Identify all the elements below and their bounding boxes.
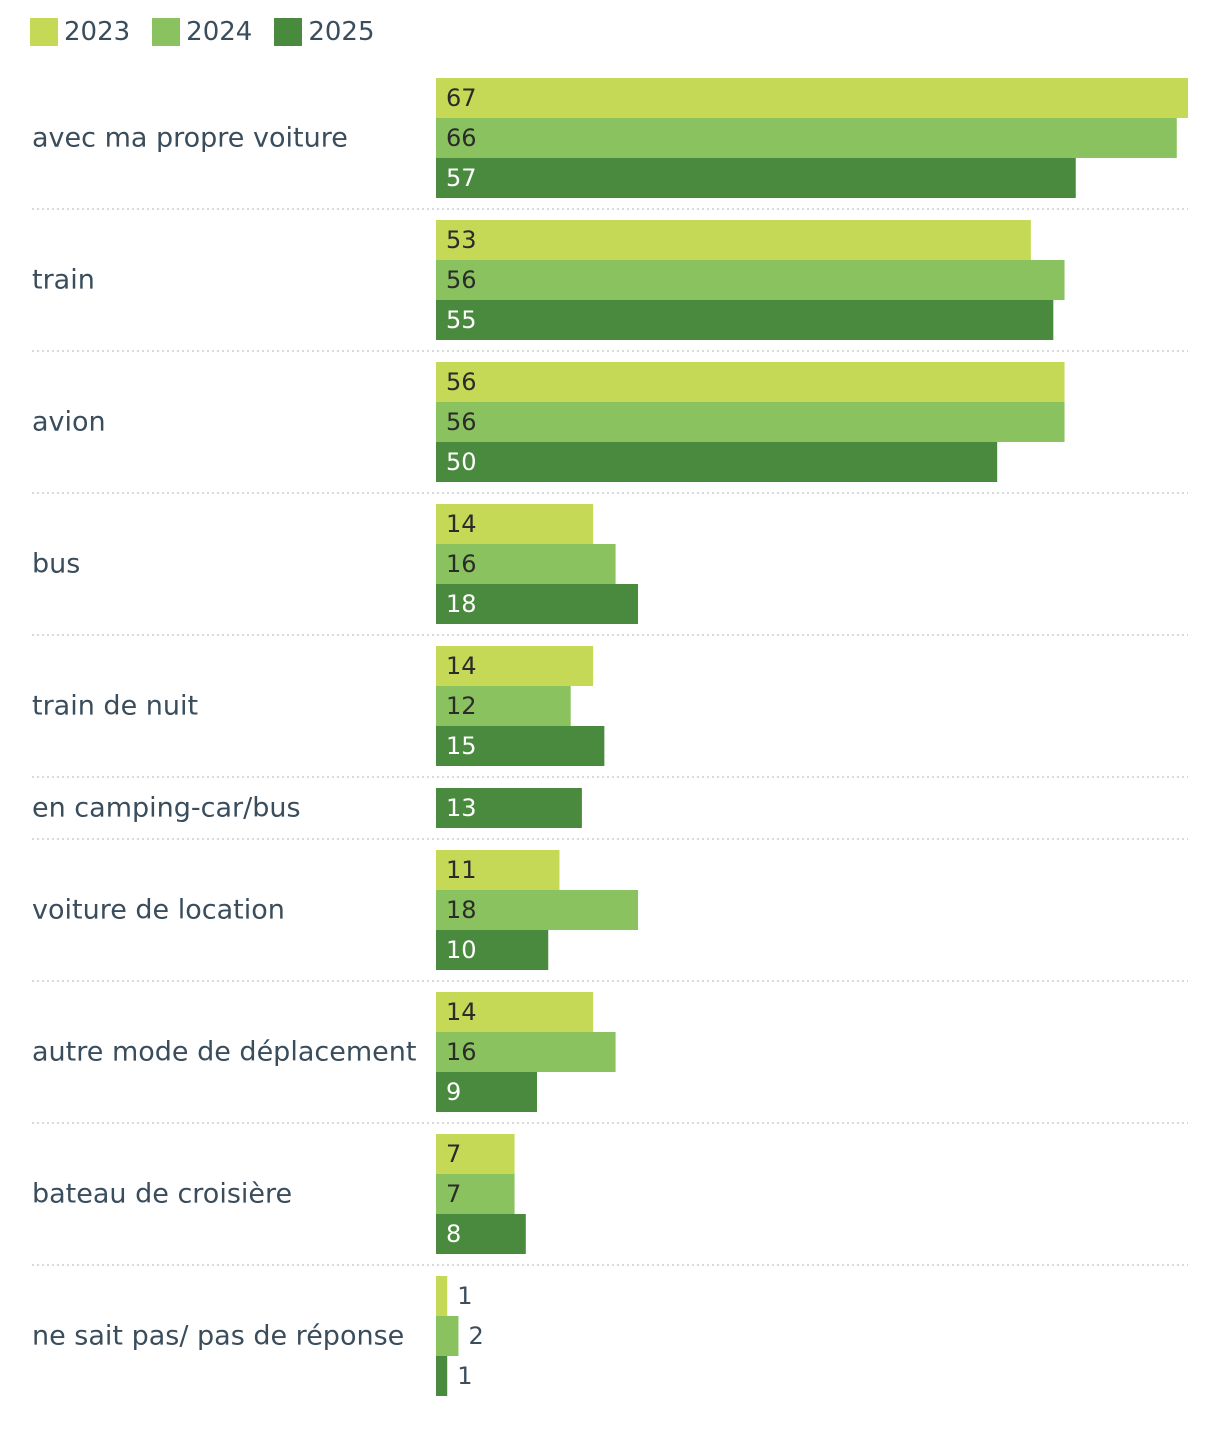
bar-2024 [436, 890, 639, 930]
legend-item-2023: 2023 [30, 17, 130, 47]
bar-2023 [436, 78, 1188, 118]
data-label: 2 [468, 1322, 483, 1350]
data-label: 11 [446, 856, 477, 884]
bar-2024 [436, 260, 1065, 300]
data-label: 9 [446, 1078, 461, 1106]
bar-2024 [436, 402, 1065, 442]
legend: 2023 2024 2025 [30, 14, 397, 50]
bar-2025 [436, 788, 582, 828]
legend-swatch [152, 18, 181, 46]
data-label: 50 [446, 448, 477, 476]
bar-2023 [436, 850, 560, 890]
data-label: 56 [446, 368, 477, 396]
data-label: 7 [446, 1140, 461, 1168]
legend-label: 2023 [64, 17, 131, 47]
bar-2023 [436, 992, 594, 1032]
bar-2024 [436, 1032, 616, 1072]
category-label: ne sait pas/ pas de réponse [32, 1321, 404, 1352]
category-label: en camping-car/bus [32, 793, 301, 824]
data-label: 18 [446, 590, 477, 618]
legend-label: 2025 [308, 17, 375, 47]
data-label: 12 [446, 692, 477, 720]
bar-2025 [436, 158, 1076, 198]
data-label: 56 [446, 408, 477, 436]
category-label: train [32, 265, 95, 296]
bar-2025 [436, 442, 998, 482]
legend-item-2025: 2025 [274, 17, 375, 47]
category-label: avion [32, 407, 106, 438]
data-label: 13 [446, 794, 477, 822]
bar-2023 [436, 220, 1031, 260]
data-label: 67 [446, 84, 477, 112]
data-label: 7 [446, 1180, 461, 1208]
bar-2024 [436, 686, 571, 726]
bar-2025 [436, 300, 1054, 340]
bar-2024 [436, 544, 616, 584]
data-label: 53 [446, 226, 477, 254]
bar-2023 [436, 362, 1065, 402]
data-label: 14 [446, 652, 477, 680]
data-label: 14 [446, 510, 477, 538]
bar-2023 [436, 646, 594, 686]
data-label: 1 [457, 1362, 472, 1390]
legend-item-2024: 2024 [152, 17, 252, 47]
data-label: 8 [446, 1220, 461, 1248]
data-label: 16 [446, 1038, 477, 1066]
legend-label: 2024 [186, 17, 253, 47]
category-label: train de nuit [32, 691, 198, 722]
bar-2025 [436, 584, 639, 624]
bar-2025 [436, 1214, 526, 1254]
bar-2025 [436, 1356, 448, 1396]
bar-2024 [436, 1316, 459, 1356]
data-label: 14 [446, 998, 477, 1026]
category-label: bus [32, 549, 80, 580]
bar-2024 [436, 118, 1177, 158]
data-label: 56 [446, 266, 477, 294]
data-label: 57 [446, 164, 477, 192]
bar-2025 [436, 1072, 538, 1112]
data-label: 18 [446, 896, 477, 924]
data-label: 66 [446, 124, 477, 152]
bar-2023 [436, 1134, 515, 1174]
category-label: bateau de croisière [32, 1179, 292, 1210]
bar-2025 [436, 930, 549, 970]
data-label: 16 [446, 550, 477, 578]
legend-swatch [30, 18, 58, 46]
bar-2023 [436, 1276, 448, 1316]
bar-2023 [436, 504, 594, 544]
data-label: 15 [446, 732, 477, 760]
legend-swatch [274, 18, 303, 46]
bar-2025 [436, 726, 605, 766]
category-label: avec ma propre voiture [32, 123, 348, 154]
data-label: 10 [446, 936, 477, 964]
data-label: 55 [446, 306, 477, 334]
category-label: voiture de location [32, 895, 285, 926]
bar-2024 [436, 1174, 515, 1214]
category-label: autre mode de déplacement [32, 1037, 416, 1068]
data-label: 1 [457, 1282, 472, 1310]
